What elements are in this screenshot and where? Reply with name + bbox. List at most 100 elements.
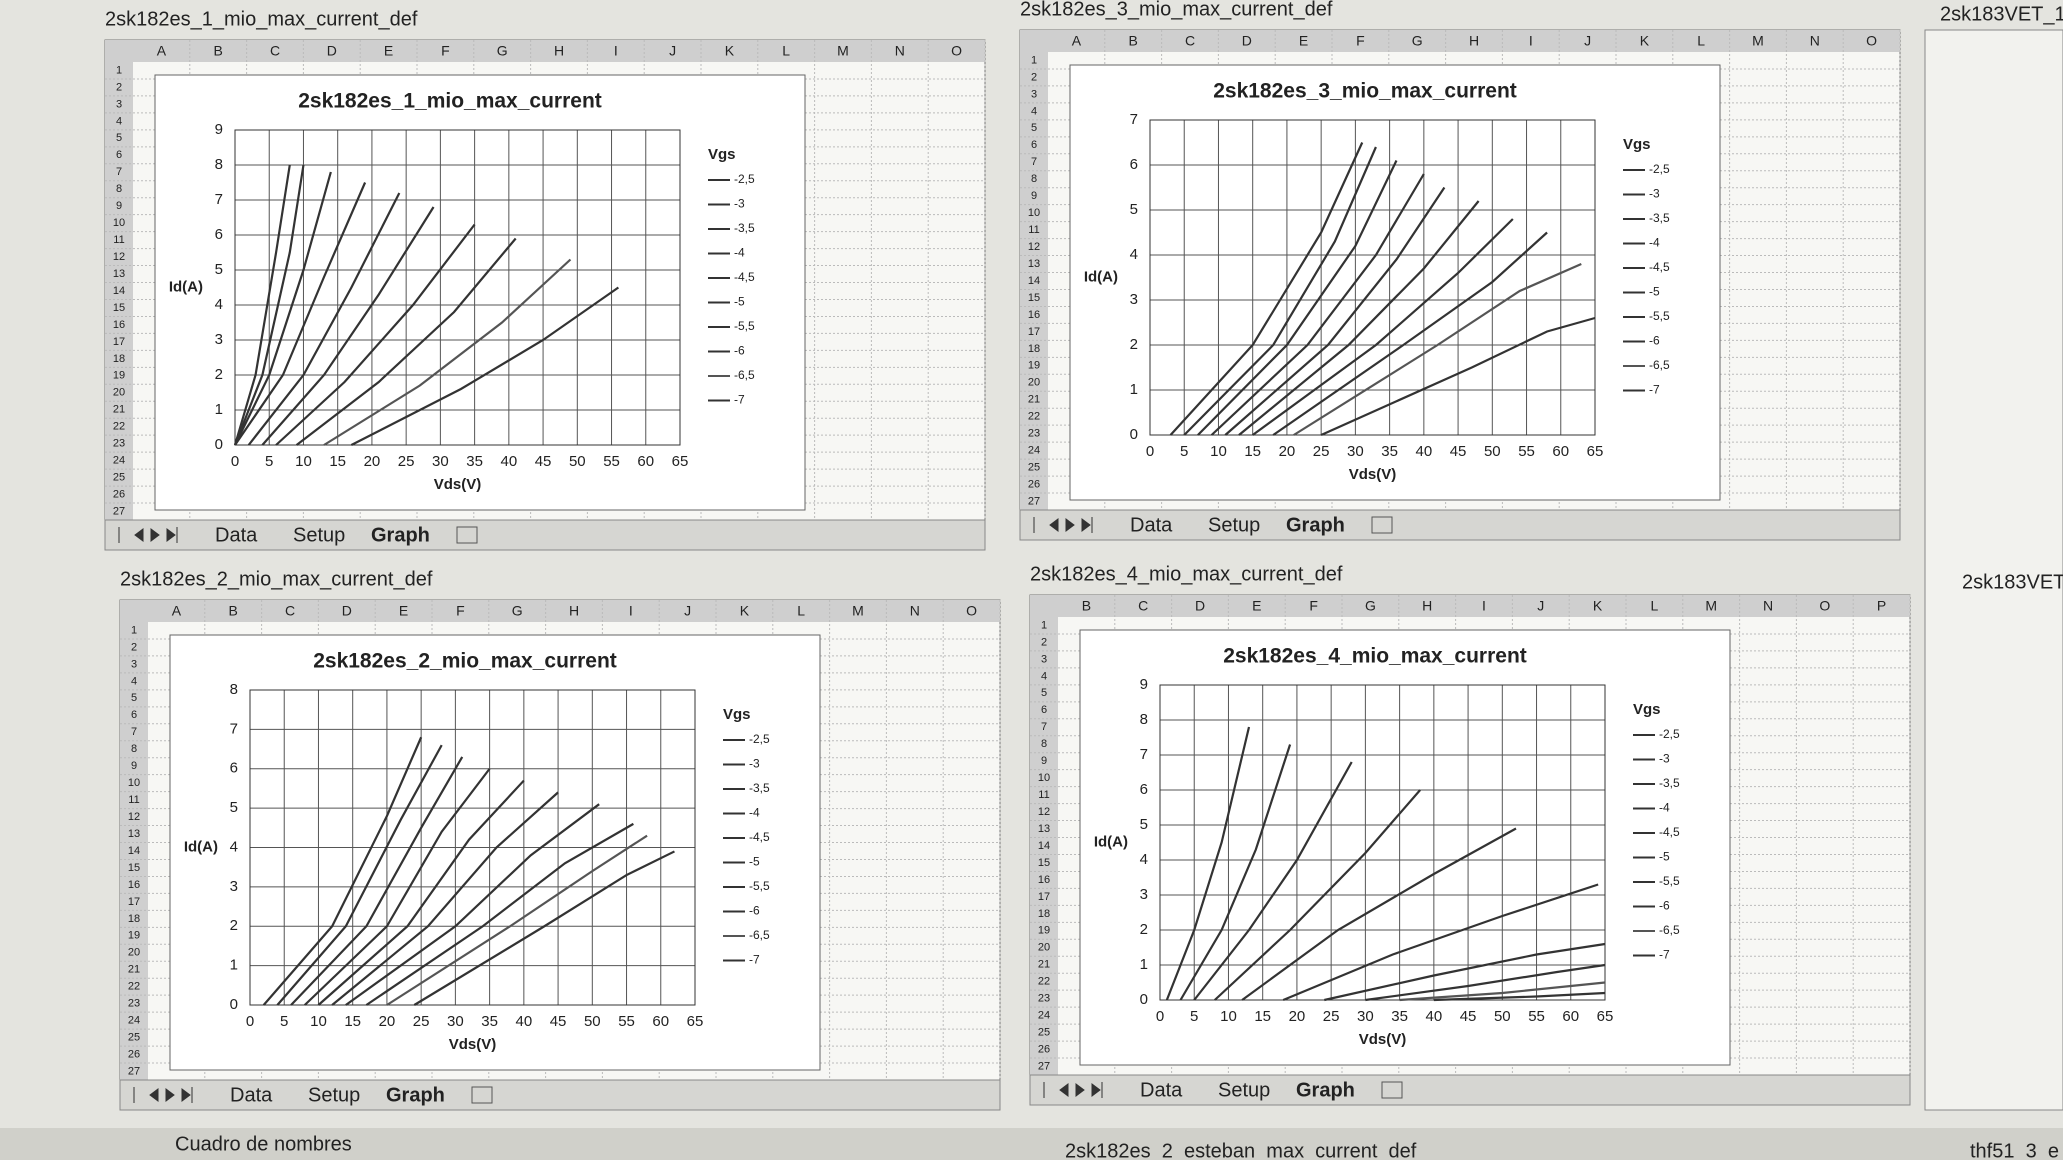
column-letter: F — [441, 43, 450, 59]
window: A B C D E F G H I J K L M N O1234567891011121314151617… — [1019, 29, 1901, 541]
chart-title: 2sk182es_3_mio_max_current — [1213, 80, 1517, 103]
legend-label: -4,5 — [734, 270, 755, 284]
x-tick-label: 60 — [652, 1013, 669, 1030]
row-number: 11 — [128, 794, 139, 806]
data-line — [1179, 744, 1292, 1001]
window-title: 2sk182es_2_mio_max_current_def — [120, 568, 433, 590]
nav-button[interactable] — [166, 527, 178, 543]
sheet-tab[interactable]: Setup — [308, 1084, 360, 1106]
legend-label: -7 — [734, 393, 745, 407]
x-tick-label: 5 — [1180, 443, 1188, 460]
nav-button[interactable] — [150, 528, 160, 542]
row-number: 27 — [128, 1065, 140, 1077]
legend-label: -5 — [1649, 285, 1660, 299]
row-number: 22 — [1038, 976, 1050, 988]
x-tick-label: 60 — [1562, 1008, 1579, 1025]
row-number: 9 — [116, 200, 122, 212]
y-tick-label: 2 — [230, 917, 238, 934]
legend-label: -2,5 — [1659, 727, 1680, 741]
sheet-tab[interactable]: Graph — [1286, 514, 1345, 536]
y-tick-label: 0 — [1130, 426, 1138, 443]
row-number: 19 — [128, 930, 140, 942]
new-sheet-tab[interactable] — [1371, 516, 1393, 534]
x-tick-label: 60 — [1552, 443, 1569, 460]
sheet-tab[interactable]: Setup — [1208, 514, 1260, 536]
sheet-tab[interactable]: Setup — [1218, 1079, 1270, 1101]
row-number: 5 — [116, 132, 122, 144]
nav-button[interactable] — [1091, 1082, 1103, 1098]
sheet-tab[interactable]: Graph — [371, 524, 430, 546]
row-number: 10 — [128, 777, 140, 789]
data-line — [233, 164, 305, 446]
row-number: 1 — [116, 64, 122, 76]
sheet-tab[interactable]: Graph — [1296, 1079, 1355, 1101]
column-letter: B — [229, 603, 238, 619]
x-tick-label: 15 — [329, 453, 346, 470]
data-line — [275, 223, 476, 446]
nav-button[interactable] — [134, 528, 144, 542]
row-number: 2 — [1031, 71, 1037, 83]
legend-label: -3 — [749, 757, 760, 771]
x-axis-label: Vds(V) — [1349, 466, 1397, 483]
x-tick-label: 50 — [584, 1013, 601, 1030]
row-number: 14 — [128, 845, 140, 857]
new-sheet-tab[interactable] — [456, 526, 478, 544]
data-line — [386, 834, 648, 1006]
row-number: 27 — [113, 505, 125, 517]
data-line — [1241, 827, 1517, 1001]
row-number: 26 — [128, 1048, 140, 1060]
column-letter: E — [1299, 33, 1308, 49]
legend-label: -3,5 — [1649, 211, 1670, 225]
column-letter: I — [1482, 598, 1486, 614]
legend-title: Vgs — [1623, 136, 1651, 153]
nav-button[interactable] — [1081, 517, 1093, 533]
nav-button[interactable] — [1049, 518, 1059, 532]
y-tick-label: 7 — [215, 191, 223, 208]
column-letter: K — [1593, 598, 1603, 614]
row-number: 16 — [1028, 309, 1040, 321]
y-tick-label: 2 — [215, 366, 223, 383]
new-sheet-tab[interactable] — [471, 1086, 493, 1104]
nav-button[interactable] — [1065, 518, 1075, 532]
sheet-tab[interactable]: Data — [230, 1084, 273, 1106]
row-number: 21 — [1028, 394, 1040, 406]
row-number: 17 — [128, 896, 140, 908]
row-number: 12 — [1038, 806, 1050, 818]
y-tick-label: 6 — [1140, 781, 1148, 798]
sheet-tab[interactable]: Setup — [293, 524, 345, 546]
row-number: 4 — [131, 675, 137, 687]
x-tick-label: 60 — [637, 453, 654, 470]
y-tick-label: 9 — [215, 121, 223, 138]
nav-button[interactable] — [1059, 1083, 1069, 1097]
sheet-tab[interactable]: Data — [1130, 514, 1173, 536]
column-letter: H — [1422, 598, 1432, 614]
nav-button[interactable] — [1075, 1083, 1085, 1097]
row-number: 11 — [113, 234, 124, 246]
nav-button[interactable] — [165, 1088, 175, 1102]
window-label[interactable]: thf51_3_e — [1970, 1140, 2059, 1160]
sheet-tab[interactable]: Data — [215, 524, 258, 546]
row-number: 16 — [1038, 874, 1050, 886]
row-number: 4 — [1031, 105, 1037, 117]
x-tick-label: 25 — [413, 1013, 430, 1030]
row-number: 13 — [128, 828, 140, 840]
column-letter: J — [1537, 598, 1544, 614]
row-number: 27 — [1028, 495, 1040, 507]
legend-label: -3,5 — [734, 221, 755, 235]
sheet-tab[interactable]: Graph — [386, 1084, 445, 1106]
data-line — [247, 192, 401, 446]
x-tick-label: 10 — [310, 1013, 327, 1030]
nav-button[interactable] — [149, 1088, 159, 1102]
nav-button[interactable] — [181, 1087, 193, 1103]
column-letter: H — [569, 603, 579, 619]
sheet-tab[interactable]: Data — [1140, 1079, 1183, 1101]
new-sheet-tab[interactable] — [1381, 1081, 1403, 1099]
window-label[interactable]: 2sk182es_2_esteban_max_current_def — [1065, 1140, 1417, 1160]
name-box[interactable]: Cuadro de nombres — [175, 1133, 352, 1155]
y-tick-label: 3 — [215, 331, 223, 348]
data-line — [1282, 883, 1599, 1002]
x-axis-label: Vds(V) — [434, 476, 482, 493]
column-letter: A — [172, 603, 182, 619]
row-number: 26 — [113, 488, 125, 500]
